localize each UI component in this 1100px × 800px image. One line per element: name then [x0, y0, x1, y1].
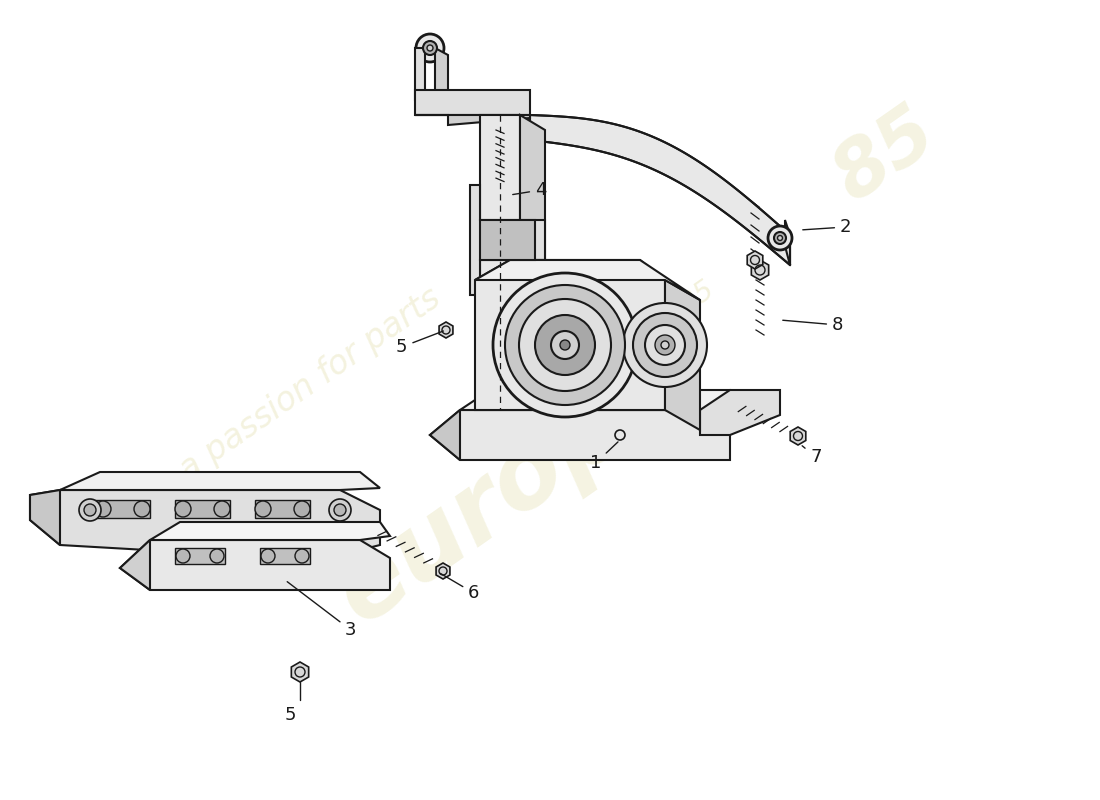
Polygon shape — [790, 427, 806, 445]
Polygon shape — [480, 220, 535, 260]
Circle shape — [623, 303, 707, 387]
Circle shape — [255, 501, 271, 517]
Polygon shape — [475, 260, 666, 410]
Polygon shape — [475, 260, 700, 300]
Circle shape — [632, 313, 697, 377]
Circle shape — [210, 549, 224, 563]
Circle shape — [493, 273, 637, 417]
Polygon shape — [95, 500, 150, 518]
Polygon shape — [120, 540, 150, 590]
Polygon shape — [436, 563, 450, 579]
Polygon shape — [520, 115, 544, 445]
Circle shape — [551, 331, 579, 359]
Text: 5: 5 — [396, 331, 443, 356]
Polygon shape — [255, 500, 310, 518]
Circle shape — [95, 501, 111, 517]
Polygon shape — [415, 115, 530, 125]
Circle shape — [654, 335, 675, 355]
Text: a passion for parts: a passion for parts — [173, 282, 447, 487]
Polygon shape — [150, 522, 390, 540]
Text: 2: 2 — [803, 218, 851, 236]
Polygon shape — [260, 548, 310, 564]
Circle shape — [427, 45, 433, 51]
Circle shape — [261, 549, 275, 563]
Circle shape — [79, 499, 101, 521]
Circle shape — [768, 226, 792, 250]
Polygon shape — [430, 410, 730, 460]
Polygon shape — [175, 548, 226, 564]
Polygon shape — [666, 280, 700, 430]
Circle shape — [295, 549, 309, 563]
Circle shape — [645, 325, 685, 365]
Text: 4: 4 — [513, 181, 547, 199]
Circle shape — [294, 501, 310, 517]
Polygon shape — [30, 490, 60, 545]
Circle shape — [535, 315, 595, 375]
Circle shape — [424, 41, 437, 55]
Circle shape — [505, 285, 625, 405]
Polygon shape — [30, 490, 379, 560]
Circle shape — [778, 235, 782, 241]
Polygon shape — [60, 472, 380, 490]
Circle shape — [519, 299, 610, 391]
Text: 8: 8 — [783, 316, 844, 334]
Circle shape — [175, 501, 191, 517]
Circle shape — [560, 340, 570, 350]
Polygon shape — [700, 390, 780, 435]
Polygon shape — [747, 251, 762, 269]
Polygon shape — [415, 90, 530, 115]
Circle shape — [334, 504, 346, 516]
Polygon shape — [751, 260, 769, 280]
Polygon shape — [530, 115, 790, 265]
Circle shape — [134, 501, 150, 517]
Text: since 1985: since 1985 — [580, 276, 720, 386]
Text: 5: 5 — [285, 706, 297, 724]
Polygon shape — [120, 540, 390, 590]
Polygon shape — [460, 390, 730, 410]
Circle shape — [84, 504, 96, 516]
Text: 3: 3 — [287, 582, 356, 639]
Circle shape — [214, 501, 230, 517]
Circle shape — [774, 232, 786, 244]
Text: 6: 6 — [440, 574, 480, 602]
Text: europ: europ — [318, 376, 642, 644]
Polygon shape — [785, 220, 790, 265]
Polygon shape — [415, 48, 425, 100]
Text: 85: 85 — [820, 94, 949, 216]
Circle shape — [329, 499, 351, 521]
Polygon shape — [292, 662, 309, 682]
Circle shape — [661, 341, 669, 349]
Text: 7: 7 — [802, 446, 822, 466]
Text: 1: 1 — [590, 442, 618, 472]
Polygon shape — [480, 115, 520, 430]
Polygon shape — [175, 500, 230, 518]
Polygon shape — [430, 410, 460, 460]
Polygon shape — [439, 322, 453, 338]
Polygon shape — [434, 48, 448, 100]
Polygon shape — [470, 185, 544, 295]
Circle shape — [416, 34, 444, 62]
Circle shape — [176, 549, 190, 563]
